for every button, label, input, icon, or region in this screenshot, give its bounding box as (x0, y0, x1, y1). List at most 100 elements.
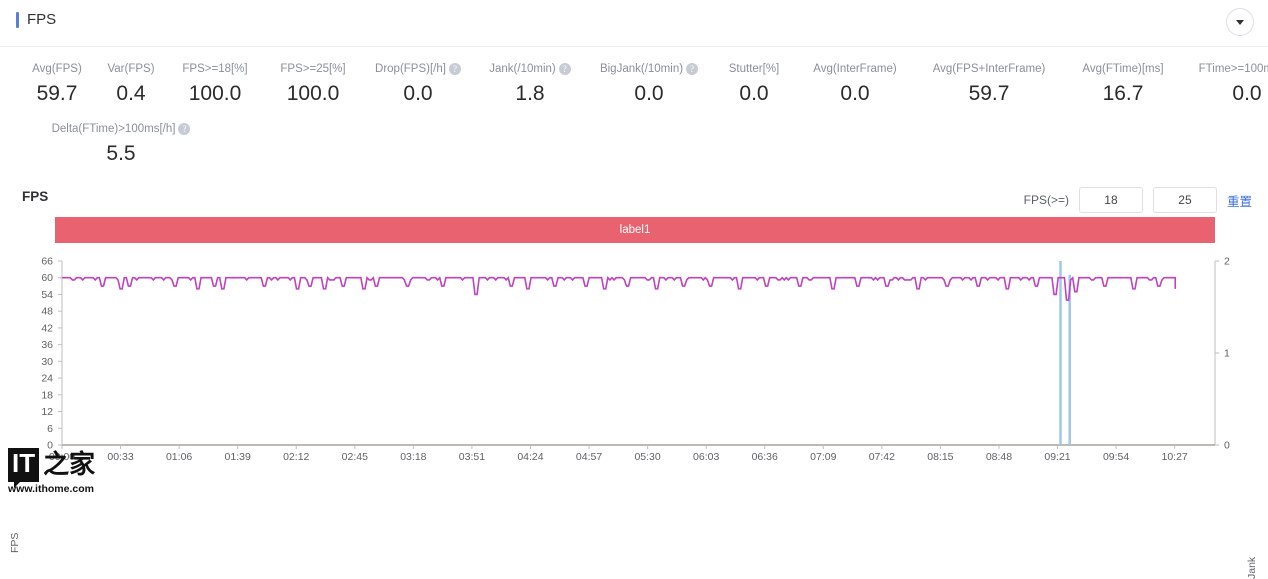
y-axis-left-tick: 60 (41, 272, 53, 284)
fps-threshold-high-input[interactable] (1153, 187, 1217, 213)
chart-controls: FPS(>=) 重置 (1024, 187, 1252, 213)
metric-6: BigJank(/10min)? 0.0 (586, 59, 712, 111)
metric-label-text: FPS>=18[%] (182, 61, 247, 77)
metric-value: 100.0 (166, 77, 264, 111)
metric-label-text: Jank(/10min) (489, 61, 555, 77)
label-bar[interactable]: label1 (55, 217, 1215, 243)
metric-label: Stutter[%] (729, 61, 780, 77)
title-accent-bar (16, 12, 19, 28)
metric-1: Var(FPS) 0.4 (96, 59, 166, 111)
metric-label-text: BigJank(/10min) (600, 61, 683, 77)
chevron-down-icon (1235, 19, 1245, 26)
y-axis-left-tick: 36 (41, 339, 53, 351)
x-axis-tick: 09:54 (1103, 451, 1129, 461)
metric-label: Jank(/10min)? (489, 61, 570, 77)
metric-value: 5.5 (36, 137, 206, 171)
metric-value: 0.0 (712, 77, 796, 111)
y-axis-left-tick: 30 (41, 356, 53, 368)
watermark-url: www.ithome.com (8, 483, 118, 495)
x-axis-tick: 02:12 (283, 451, 309, 461)
metric-7: Stutter[%] 0.0 (712, 59, 796, 111)
metric-4: Drop(FPS)[/h]? 0.0 (362, 59, 474, 111)
help-icon[interactable]: ? (559, 63, 571, 75)
help-icon[interactable]: ? (449, 63, 461, 75)
metric-value: 16.7 (1064, 77, 1182, 111)
metrics-row-primary: Avg(FPS) 59.7 Var(FPS) 0.4 FPS>=18[%] 100.0 FP… (18, 59, 1250, 111)
help-icon[interactable]: ? (178, 123, 190, 135)
plot-area[interactable]: 0 6 12 18 24 30 36 42 48 54 60 66 0 1 2 00:00 00:33 01:06… (0, 249, 1268, 461)
metric-label-text: Stutter[%] (729, 61, 780, 77)
x-axis-tick: 07:42 (869, 451, 895, 461)
x-axis-tick: 08:15 (927, 451, 953, 461)
metric-value: 0.0 (586, 77, 712, 111)
metric-label-text: Avg(FPS) (32, 61, 82, 77)
y-axis-right-tick: 2 (1224, 256, 1230, 268)
metric-5: Jank(/10min)? 1.8 (474, 59, 586, 111)
help-icon[interactable]: ? (686, 63, 698, 75)
x-axis-tick: 00:00 (49, 451, 75, 461)
x-axis-tick: 09:21 (1044, 451, 1070, 461)
metric-2: FPS>=18[%] 100.0 (166, 59, 264, 111)
metric-label: Var(FPS) (107, 61, 154, 77)
metric-label-text: Var(FPS) (107, 61, 154, 77)
x-axis-tick: 10:27 (1162, 451, 1188, 461)
metric-label-text: FTime>=100ms[%] (1199, 61, 1268, 77)
metric-value: 0.4 (96, 77, 166, 111)
metric-label: Avg(FTime)[ms] (1082, 61, 1163, 77)
y-axis-right-tick: 0 (1224, 440, 1230, 452)
x-axis-tick: 08:48 (986, 451, 1012, 461)
y-axis-left-tick: 0 (47, 440, 53, 452)
x-axis-tick: 01:39 (225, 451, 251, 461)
y-axis-left-tick: 6 (47, 423, 53, 435)
metric-label-text: Drop(FPS)[/h] (375, 61, 446, 77)
metric-0: Delta(FTime)>100ms[/h]? 5.5 (36, 119, 206, 171)
metric-value: 0.0 (362, 77, 474, 111)
metric-11: FTime>=100ms[%] 0.0 (1182, 59, 1268, 111)
metric-label: FTime>=100ms[%] (1199, 61, 1268, 77)
metric-label: Delta(FTime)>100ms[/h]? (52, 121, 191, 137)
x-axis-tick: 02:45 (342, 451, 368, 461)
chart-title: FPS (22, 189, 48, 204)
y-axis-left-tick: 48 (41, 306, 53, 318)
fps-threshold-label: FPS(>=) (1024, 193, 1069, 207)
y-axis-left-title: FPS (9, 533, 21, 553)
metric-label: Avg(FPS+InterFrame) (933, 61, 1046, 77)
x-axis-tick: 07:09 (810, 451, 836, 461)
metric-9: Avg(FPS+InterFrame) 59.7 (914, 59, 1064, 111)
metric-label: Avg(InterFrame) (813, 61, 897, 77)
x-axis-tick: 05:30 (634, 451, 660, 461)
x-axis-tick: 00:33 (107, 451, 133, 461)
label-bar-text: label1 (620, 224, 651, 236)
metric-8: Avg(InterFrame) 0.0 (796, 59, 914, 111)
x-axis-tick: 03:51 (459, 451, 485, 461)
metric-value: 100.0 (264, 77, 362, 111)
fps-jank-plot[interactable]: 061218243036424854606601200:00 00:33 01:06… (0, 249, 1268, 461)
fps-line (62, 278, 1175, 300)
metric-label-text: Delta(FTime)>100ms[/h] (52, 121, 176, 137)
metric-label: FPS>=25[%] (280, 61, 345, 77)
y-axis-left-tick: 24 (41, 373, 53, 385)
x-axis-tick: 06:36 (752, 451, 778, 461)
x-axis-tick: 06:03 (693, 451, 719, 461)
y-axis-right-tick: 1 (1224, 348, 1230, 360)
x-axis-tick: 03:18 (400, 451, 426, 461)
reset-button[interactable]: 重置 (1227, 191, 1252, 210)
fps-chart-block: FPS FPS(>=) 重置 label1 061218243036424854… (0, 181, 1268, 461)
panel-header: FPS (0, 0, 1268, 47)
metric-0: Avg(FPS) 59.7 (18, 59, 96, 111)
y-axis-left-tick: 66 (41, 256, 53, 268)
metric-label: BigJank(/10min)? (600, 61, 698, 77)
y-axis-right-title: Jank (1246, 557, 1258, 579)
metric-label-text: Avg(FPS+InterFrame) (933, 61, 1046, 77)
y-axis-left-tick: 54 (41, 289, 53, 301)
metric-value: 59.7 (18, 77, 96, 111)
fps-threshold-low-input[interactable] (1079, 187, 1143, 213)
x-axis-tick: 01:06 (166, 451, 192, 461)
page-title: FPS (16, 12, 56, 28)
metric-label: Avg(FPS) (32, 61, 82, 77)
metric-value: 0.0 (796, 77, 914, 111)
collapse-panel-button[interactable] (1226, 8, 1254, 36)
metric-label-text: Avg(InterFrame) (813, 61, 897, 77)
metric-label-text: FPS>=25[%] (280, 61, 345, 77)
y-axis-left-tick: 42 (41, 322, 53, 334)
